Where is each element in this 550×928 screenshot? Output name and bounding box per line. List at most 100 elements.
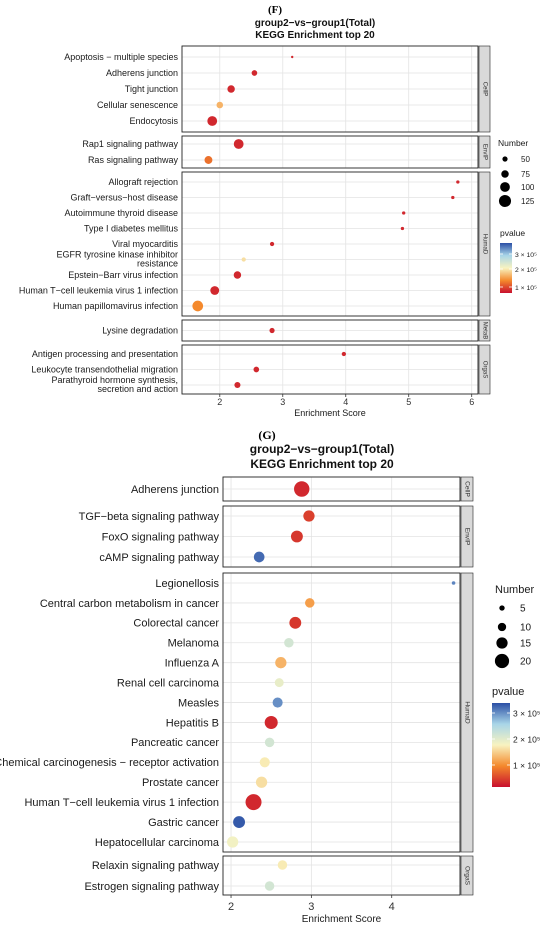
color-legend-label: 3 × 10⁵: [515, 252, 537, 259]
facet-metab: Lysine degradation MetaB: [102, 319, 491, 342]
row-label: Endocytosis: [129, 116, 178, 126]
color-legend-label: 2 × 10⁵: [513, 735, 540, 745]
row-label: Human papillomavirus infection: [53, 301, 178, 311]
data-point: [264, 737, 275, 748]
data-point: [253, 551, 265, 563]
facet-strip: [460, 572, 474, 853]
row-label: Renal cell carcinoma: [117, 677, 220, 689]
data-point: [456, 180, 460, 184]
facet-strip: [478, 45, 491, 133]
x-axis-label: Enrichment Score: [302, 914, 382, 925]
row-label: cAMP signaling pathway: [99, 552, 219, 564]
data-point: [305, 598, 315, 608]
row-label-line: secretion and action: [97, 384, 178, 394]
facet-orgas: Antigen processing and presentation Leuko…: [31, 344, 491, 395]
facet-cellp: Adherens junction CellP: [131, 476, 474, 502]
size-legend-dot: [497, 622, 507, 632]
x-axis-label: Enrichment Score: [294, 408, 366, 418]
row-label: Adherens junction: [131, 484, 219, 496]
facet-cellp: Apoptosis − multiple species Adherens jun…: [64, 45, 491, 133]
data-point: [402, 211, 406, 215]
row-label: Estrogen signaling pathway: [84, 881, 219, 893]
size-legend-title: Number: [495, 584, 534, 596]
size-legend-label: 75: [521, 170, 530, 179]
facet-border: [181, 45, 479, 133]
chart-f: (F) group2−vs−group1(Total)KEGG Enrichmen…: [19, 4, 537, 418]
data-point: [255, 776, 268, 788]
facet-envip: TGF−beta signaling pathway FoxO signaling…: [79, 505, 474, 568]
data-point: [210, 286, 220, 295]
row-label: Apoptosis − multiple species: [64, 52, 178, 62]
row-label: FoxO signaling pathway: [102, 531, 220, 543]
x-tick-label: 5: [406, 397, 411, 407]
data-point: [341, 351, 346, 357]
row-label: Autoimmune thyroid disease: [64, 208, 178, 218]
row-label: Antigen processing and presentation: [32, 349, 178, 359]
facet-strip-label: EnvIP: [464, 528, 471, 546]
facet-strip-label: OrgaS: [482, 361, 488, 378]
row-label-line: Parathyroid hormone synthesis,: [51, 375, 178, 385]
facet-border: [222, 572, 461, 853]
row-label: Rap1 signaling pathway: [82, 139, 178, 149]
facet-orgas: Relaxin signaling pathway Estrogen signal…: [84, 855, 474, 896]
data-point: [269, 241, 275, 247]
facet-strip-label: EnvIP: [482, 144, 488, 160]
data-point: [277, 860, 288, 870]
row-label: Cellular senescence: [97, 100, 178, 110]
facet-border: [222, 505, 461, 568]
x-tick-label: 2: [217, 397, 222, 407]
size-legend-dot: [501, 170, 509, 178]
size-legend-label: 125: [521, 197, 535, 206]
data-point: [272, 697, 283, 708]
facet-border: [222, 855, 461, 896]
size-legend-label: 20: [520, 657, 532, 668]
facet-strip-label: CellP: [464, 481, 471, 497]
facet-strip: [460, 476, 474, 502]
data-point: [290, 530, 303, 543]
row-label-line: resistance: [137, 259, 178, 269]
row-label: Adherens junction: [106, 68, 178, 78]
data-point: [259, 757, 270, 768]
row-label: Allograft rejection: [108, 177, 178, 187]
row-label: Hepatitis B: [166, 717, 219, 729]
size-legend-dot: [498, 194, 512, 208]
size-legend-dot: [500, 182, 510, 192]
facet-strip-label: HumaD: [464, 701, 471, 724]
size-legend-dot: [496, 637, 508, 649]
size-legend-dot: [499, 605, 505, 611]
facet-strip: [460, 855, 474, 896]
panel-label: (G): [258, 428, 275, 442]
size-legend-dot: [494, 653, 510, 669]
row-label: Human T−cell leukemia virus 1 infection: [19, 286, 178, 296]
data-point: [227, 836, 239, 848]
row-label: TGF−beta signaling pathway: [79, 511, 220, 523]
data-point: [303, 510, 315, 522]
data-point: [192, 300, 204, 312]
row-label: Gastric cancer: [148, 817, 219, 829]
data-point: [451, 195, 455, 200]
data-point: [289, 616, 302, 629]
chart-title-line2: KEGG Enrichment top 20: [255, 30, 375, 41]
data-point: [269, 327, 275, 334]
facet-panel: [223, 573, 460, 852]
chart-title-line1: group2−vs−group1(Total): [250, 442, 394, 456]
color-legend-label: 1 × 10⁵: [513, 761, 540, 771]
row-label: Parathyroid hormone synthesis, secretion …: [51, 375, 178, 394]
facet-strip: [478, 344, 491, 395]
chart-title-line2: KEGG Enrichment top 20: [250, 457, 394, 471]
size-legend-label: 5: [520, 604, 526, 615]
row-label: Graft−versus−host disease: [70, 193, 178, 203]
size-legend-label: 10: [520, 623, 532, 634]
facet-strip-label: MetaB: [482, 322, 488, 339]
color-legend-label: 2 × 10⁵: [515, 267, 537, 274]
data-point: [275, 657, 287, 669]
size-legend-label: 100: [521, 183, 535, 192]
data-point: [234, 381, 241, 389]
data-point: [284, 638, 294, 648]
facet-strip: [478, 135, 491, 169]
row-label: Lysine degradation: [102, 326, 178, 336]
chart-title-line1: group2−vs−group1(Total): [255, 18, 375, 29]
row-label: Epstein−Barr virus infection: [68, 270, 178, 280]
row-label: Leukocyte transendothelial migration: [31, 365, 178, 375]
